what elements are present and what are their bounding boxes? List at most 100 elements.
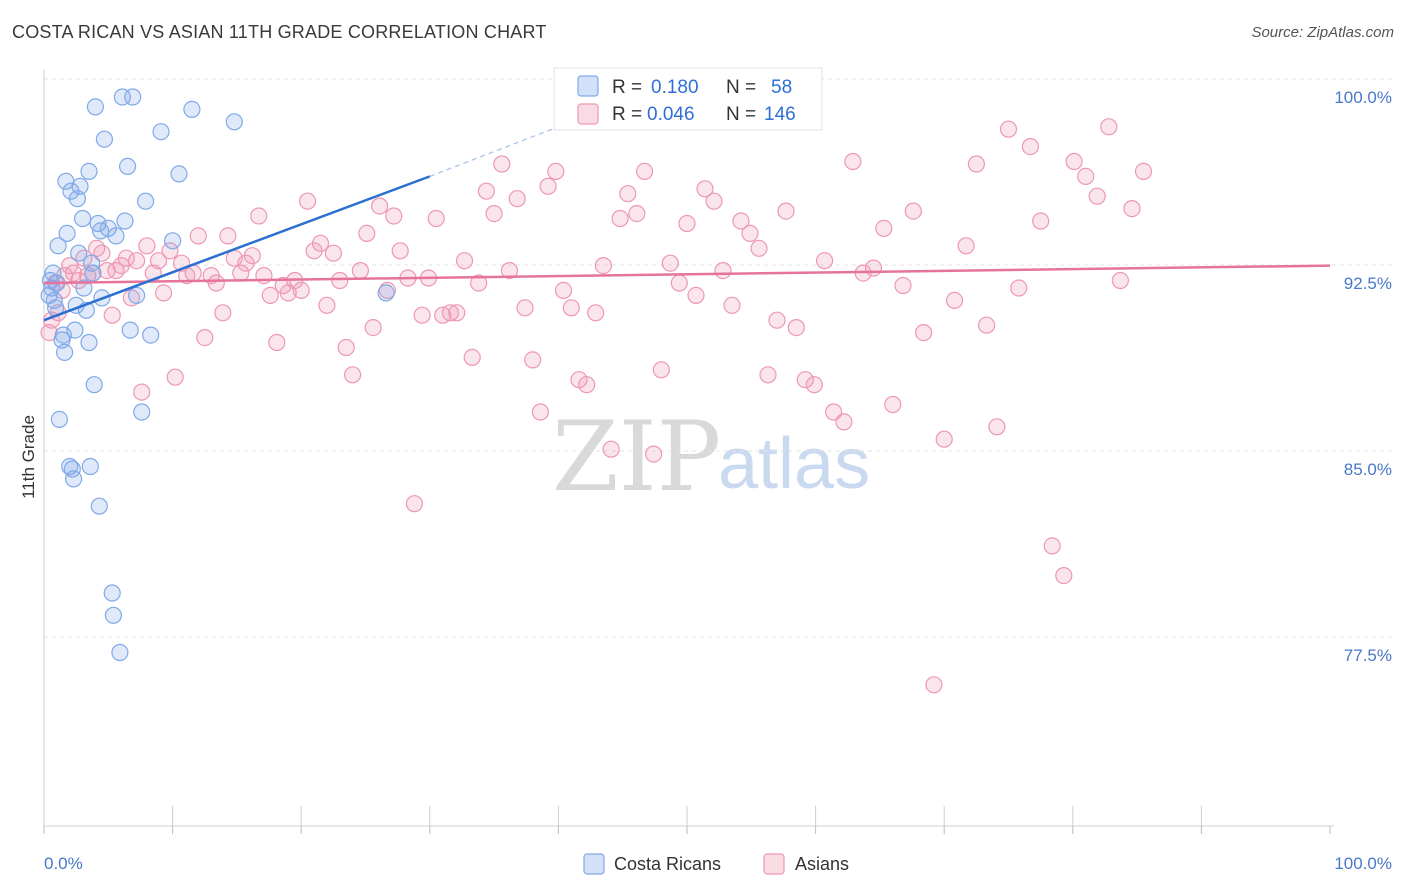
- costa-ricans-point: [86, 98, 105, 116]
- costa-ricans-point: [118, 157, 137, 175]
- asians-point: [539, 177, 557, 195]
- asians-point: [531, 403, 550, 421]
- asians-point: [318, 296, 336, 314]
- asians-point: [547, 162, 565, 180]
- legend-n-value-2: 146: [764, 104, 796, 125]
- legend-n-label-1: N =: [726, 77, 756, 98]
- asians-point: [935, 430, 953, 448]
- asians-point: [796, 371, 814, 389]
- asians-point: [477, 182, 495, 200]
- legend-r-value-1: 0.180: [651, 77, 699, 98]
- asians-point: [1088, 187, 1106, 205]
- costa-ricans-point: [128, 286, 146, 304]
- costa-ricans-point: [71, 177, 89, 195]
- asians-point: [824, 403, 843, 421]
- watermark-atlas: atlas: [718, 424, 870, 504]
- asians-point: [508, 190, 526, 208]
- costa-ricans-point: [142, 326, 160, 344]
- costa-ricans-point: [49, 237, 67, 255]
- legend-r-label-1: R =: [612, 77, 642, 98]
- asians-point: [554, 281, 573, 299]
- asians-point: [999, 120, 1018, 138]
- asians-point: [261, 286, 279, 304]
- asians-point: [196, 329, 214, 347]
- bottom-legend-swatch-costa-ricans: [583, 853, 605, 875]
- asians-point: [1032, 212, 1050, 230]
- asians-point: [500, 262, 519, 280]
- asians-point: [619, 185, 637, 203]
- asians-point: [166, 368, 184, 386]
- asians-point: [1065, 152, 1083, 171]
- y-axis-title: 11th Grade: [19, 415, 38, 499]
- costa-ricans-point: [225, 113, 243, 131]
- asians-trendline: [43, 264, 1331, 285]
- asians-point: [107, 262, 125, 280]
- chart-title: COSTA RICAN VS ASIAN 11TH GRADE CORRELAT…: [12, 22, 547, 42]
- asians-point: [299, 192, 317, 210]
- y-tick-label: 77.5%: [1344, 646, 1392, 665]
- costa-ricans-point: [44, 264, 62, 282]
- asians-point: [117, 249, 135, 267]
- costa-ricans-point: [107, 227, 125, 245]
- bottom-legend-swatch-asians: [763, 853, 785, 875]
- gridlines: [44, 78, 1392, 638]
- axes: [43, 70, 1334, 827]
- asians-point: [214, 304, 232, 322]
- asians-point: [957, 237, 975, 255]
- asians-point: [516, 299, 534, 317]
- costa-ricans-point: [183, 100, 201, 119]
- costa-ricans-point: [170, 165, 188, 183]
- asians-point: [875, 219, 893, 237]
- asians-point: [696, 180, 714, 198]
- x-axis-ticks: [43, 806, 1331, 834]
- asians-point: [705, 192, 723, 210]
- legend-swatch-asians: [577, 103, 599, 125]
- legend-r-label-2: R =: [612, 104, 642, 125]
- asians-point: [1111, 271, 1130, 290]
- asians-point: [1055, 566, 1073, 585]
- asians-point: [337, 338, 355, 357]
- asians-point: [687, 286, 705, 304]
- costa-ricans-point: [55, 343, 74, 361]
- costa-ricans-point: [137, 192, 155, 210]
- costa-ricans-point: [66, 321, 84, 339]
- asians-point: [311, 234, 330, 252]
- asians-point: [864, 259, 883, 277]
- asians-point: [1123, 200, 1141, 218]
- legend-n-value-1: 58: [771, 77, 792, 98]
- asians-point: [385, 207, 403, 225]
- asians-point: [189, 227, 207, 245]
- trendlines: [43, 126, 1331, 322]
- asians-point: [844, 152, 862, 171]
- costa-ricans-point: [80, 333, 98, 352]
- asians-point: [391, 242, 409, 260]
- asians-point: [562, 299, 580, 317]
- costa-ricans-point: [80, 162, 98, 180]
- costa-ricans-point: [85, 376, 103, 394]
- asians-point: [441, 304, 459, 322]
- asians-point: [602, 440, 620, 458]
- watermark-zip: ZIP: [552, 401, 721, 513]
- asians-point: [768, 311, 786, 329]
- costa-ricans-trendline-extension: [429, 126, 559, 177]
- costa-ricans-point: [81, 457, 99, 476]
- asians-point: [925, 676, 943, 694]
- asians-point: [331, 271, 349, 290]
- asians-point: [103, 306, 121, 324]
- costa-ricans-point: [104, 606, 123, 624]
- x-tick-label-max: 100.0%: [1334, 854, 1392, 873]
- asians-point: [750, 239, 768, 257]
- asians-point: [635, 162, 654, 180]
- x-tick-label-min: 0.0%: [44, 854, 83, 873]
- costa-ricans-point: [73, 209, 92, 228]
- asians-point: [448, 304, 466, 322]
- asians-point: [1043, 537, 1061, 555]
- asians-point: [1077, 167, 1095, 185]
- asians-point: [207, 274, 225, 292]
- asians-point: [351, 262, 369, 280]
- y-axis-tick-labels: 77.5% 85.0% 92.5% 100.0%: [1334, 88, 1392, 665]
- costa-ricans-point: [58, 224, 76, 242]
- asians-point: [427, 209, 445, 228]
- costa-ricans-point: [377, 284, 395, 302]
